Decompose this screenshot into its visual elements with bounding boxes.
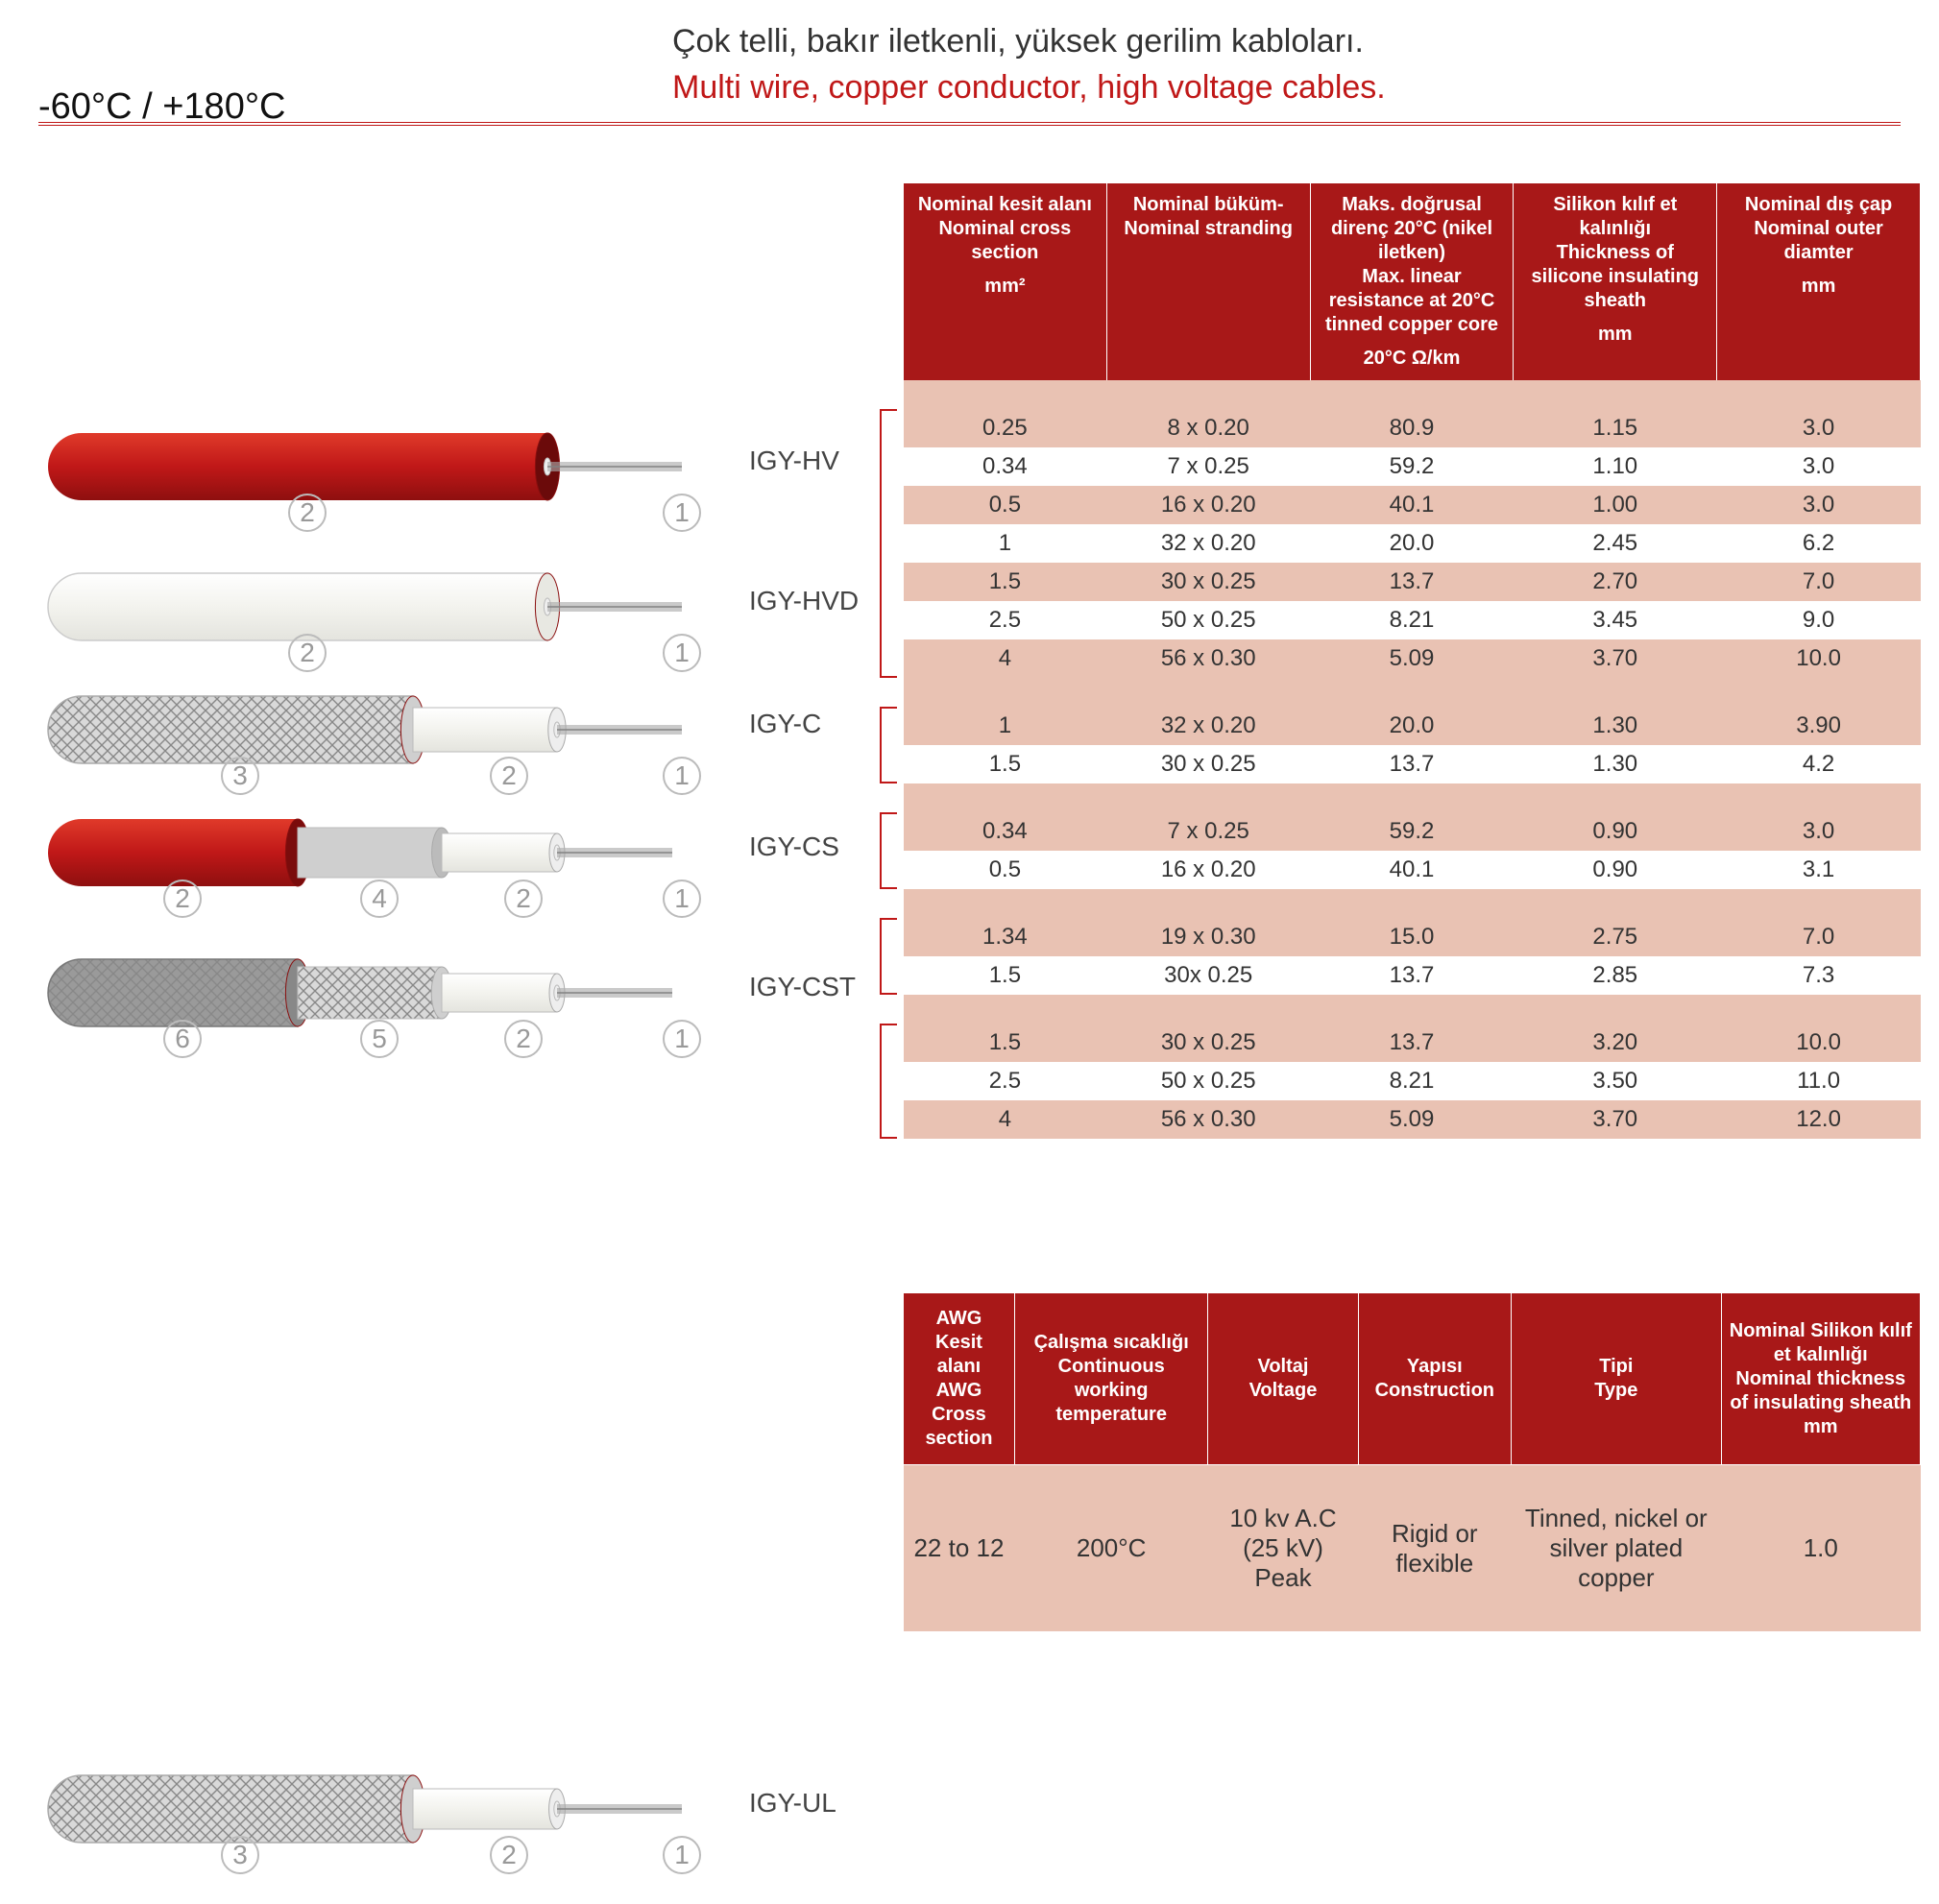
layer-badge: 6 (163, 1020, 202, 1058)
cable-label-hv: IGY-HV (749, 446, 839, 476)
cable-cst: IGY-CST6521 (38, 945, 864, 1041)
layer-badge: 1 (663, 1836, 701, 1874)
header-description: Çok telli, bakır iletkenli, yüksek geril… (672, 19, 1901, 110)
layer-badge: 2 (288, 634, 327, 672)
table2-header-0: AWG Kesit alanıAWGCross section (904, 1293, 1015, 1465)
specification-table-1: Nominal kesit alanıNominal cross section… (903, 183, 1921, 1139)
table-row: 1.530 x 0.2513.71.304.2 (904, 745, 1921, 783)
table-row: 1.530x 0.2513.72.857.3 (904, 956, 1921, 995)
table-row: 0.516 x 0.2040.10.903.1 (904, 851, 1921, 889)
tables-column: Nominal kesit alanıNominal cross section… (903, 183, 1901, 1631)
cable-label-c: IGY-C (749, 709, 821, 739)
table1-header-3: Silikon kılıf et kalınlığıThickness of s… (1514, 183, 1717, 380)
cable-label-cs: IGY-CS (749, 831, 839, 862)
desc-turkish: Çok telli, bakır iletkenli, yüksek geril… (672, 19, 1901, 65)
layer-badge: 2 (504, 1020, 543, 1058)
header-divider (38, 122, 1901, 126)
layer-badge: 4 (360, 880, 399, 918)
layer-badge: 2 (504, 880, 543, 918)
table-row: 132 x 0.2020.02.456.2 (904, 524, 1921, 563)
cable-label-ul: IGY-UL (749, 1788, 836, 1819)
layer-badge: 2 (163, 880, 202, 918)
table1-header-2: Maks. doğrusal direnç 20°C (nikel iletke… (1310, 183, 1514, 380)
layer-badge: 1 (663, 1020, 701, 1058)
cable-svg (38, 682, 730, 778)
table2-header-4: TipiType (1512, 1293, 1722, 1465)
table-row: 2.550 x 0.258.213.5011.0 (904, 1062, 1921, 1100)
desc-english: Multi wire, copper conductor, high volta… (672, 65, 1901, 111)
group-bracket (880, 1024, 897, 1139)
table1-header-1: Nominal büküm-Nominal stranding (1106, 183, 1310, 380)
cable-label-hvd: IGY-HVD (749, 586, 859, 616)
group-bracket (880, 812, 897, 889)
table-row: 0.347 x 0.2559.20.903.0 (904, 812, 1921, 851)
layer-badge: 1 (663, 634, 701, 672)
temperature-range: -60°C / +180°C (38, 86, 285, 128)
table-row: 1.3419 x 0.3015.02.757.0 (904, 918, 1921, 956)
table-row: 1.530 x 0.2513.72.707.0 (904, 563, 1921, 601)
table2-header-1: Çalışma sıcaklığıContinuous working temp… (1014, 1293, 1208, 1465)
cable-svg (38, 1761, 730, 1857)
cable-svg (38, 559, 730, 655)
cable-diagrams-column: IGY-HV21 IGY-HVD21 (38, 183, 864, 1884)
cable-ul: IGY-UL321 (38, 1761, 864, 1857)
group-bracket (880, 918, 897, 995)
layer-badge: 3 (221, 757, 259, 795)
table2-row: 22 to 12200°C10 kv A.C (25 kV) PeakRigid… (904, 1465, 1921, 1632)
layer-badge: 1 (663, 757, 701, 795)
main-content: IGY-HV21 IGY-HVD21 (38, 183, 1901, 1631)
cable-label-cst: IGY-CST (749, 972, 856, 1002)
cable-c: IGY-C321 (38, 682, 864, 778)
layer-badge: 1 (663, 880, 701, 918)
table2-header-2: VoltajVoltage (1208, 1293, 1358, 1465)
group-bracket (880, 409, 897, 678)
table-row: 1.530 x 0.2513.73.2010.0 (904, 1024, 1921, 1062)
layer-badge: 2 (490, 1836, 528, 1874)
layer-badge: 1 (663, 494, 701, 532)
table-row: 456 x 0.305.093.7010.0 (904, 639, 1921, 678)
layer-badge: 3 (221, 1836, 259, 1874)
layer-badge: 2 (288, 494, 327, 532)
layer-badge: 2 (490, 757, 528, 795)
table1-header-0: Nominal kesit alanıNominal cross section… (904, 183, 1107, 380)
group-bracket (880, 707, 897, 783)
cable-hvd: IGY-HVD21 (38, 559, 864, 655)
specification-table-2: AWG Kesit alanıAWGCross sectionÇalışma s… (903, 1292, 1921, 1631)
page-header: Çok telli, bakır iletkenli, yüksek geril… (38, 19, 1901, 110)
table-row: 2.550 x 0.258.213.459.0 (904, 601, 1921, 639)
table-row: 456 x 0.305.093.7012.0 (904, 1100, 1921, 1139)
table-row: 0.258 x 0.2080.91.153.0 (904, 409, 1921, 447)
table-row: 132 x 0.2020.01.303.90 (904, 707, 1921, 745)
cable-hv: IGY-HV21 (38, 419, 864, 515)
table2-header-5: Nominal Silikon kılıf et kalınlığıNomina… (1721, 1293, 1920, 1465)
table1-header-4: Nominal dış çapNominal outer diamtermm (1717, 183, 1921, 380)
table-row: 0.347 x 0.2559.21.103.0 (904, 447, 1921, 486)
cable-svg (38, 419, 730, 515)
layer-badge: 5 (360, 1020, 399, 1058)
table-row: 0.516 x 0.2040.11.003.0 (904, 486, 1921, 524)
table2-header-3: YapısıConstruction (1358, 1293, 1512, 1465)
cable-cs: IGY-CS2421 (38, 805, 864, 901)
